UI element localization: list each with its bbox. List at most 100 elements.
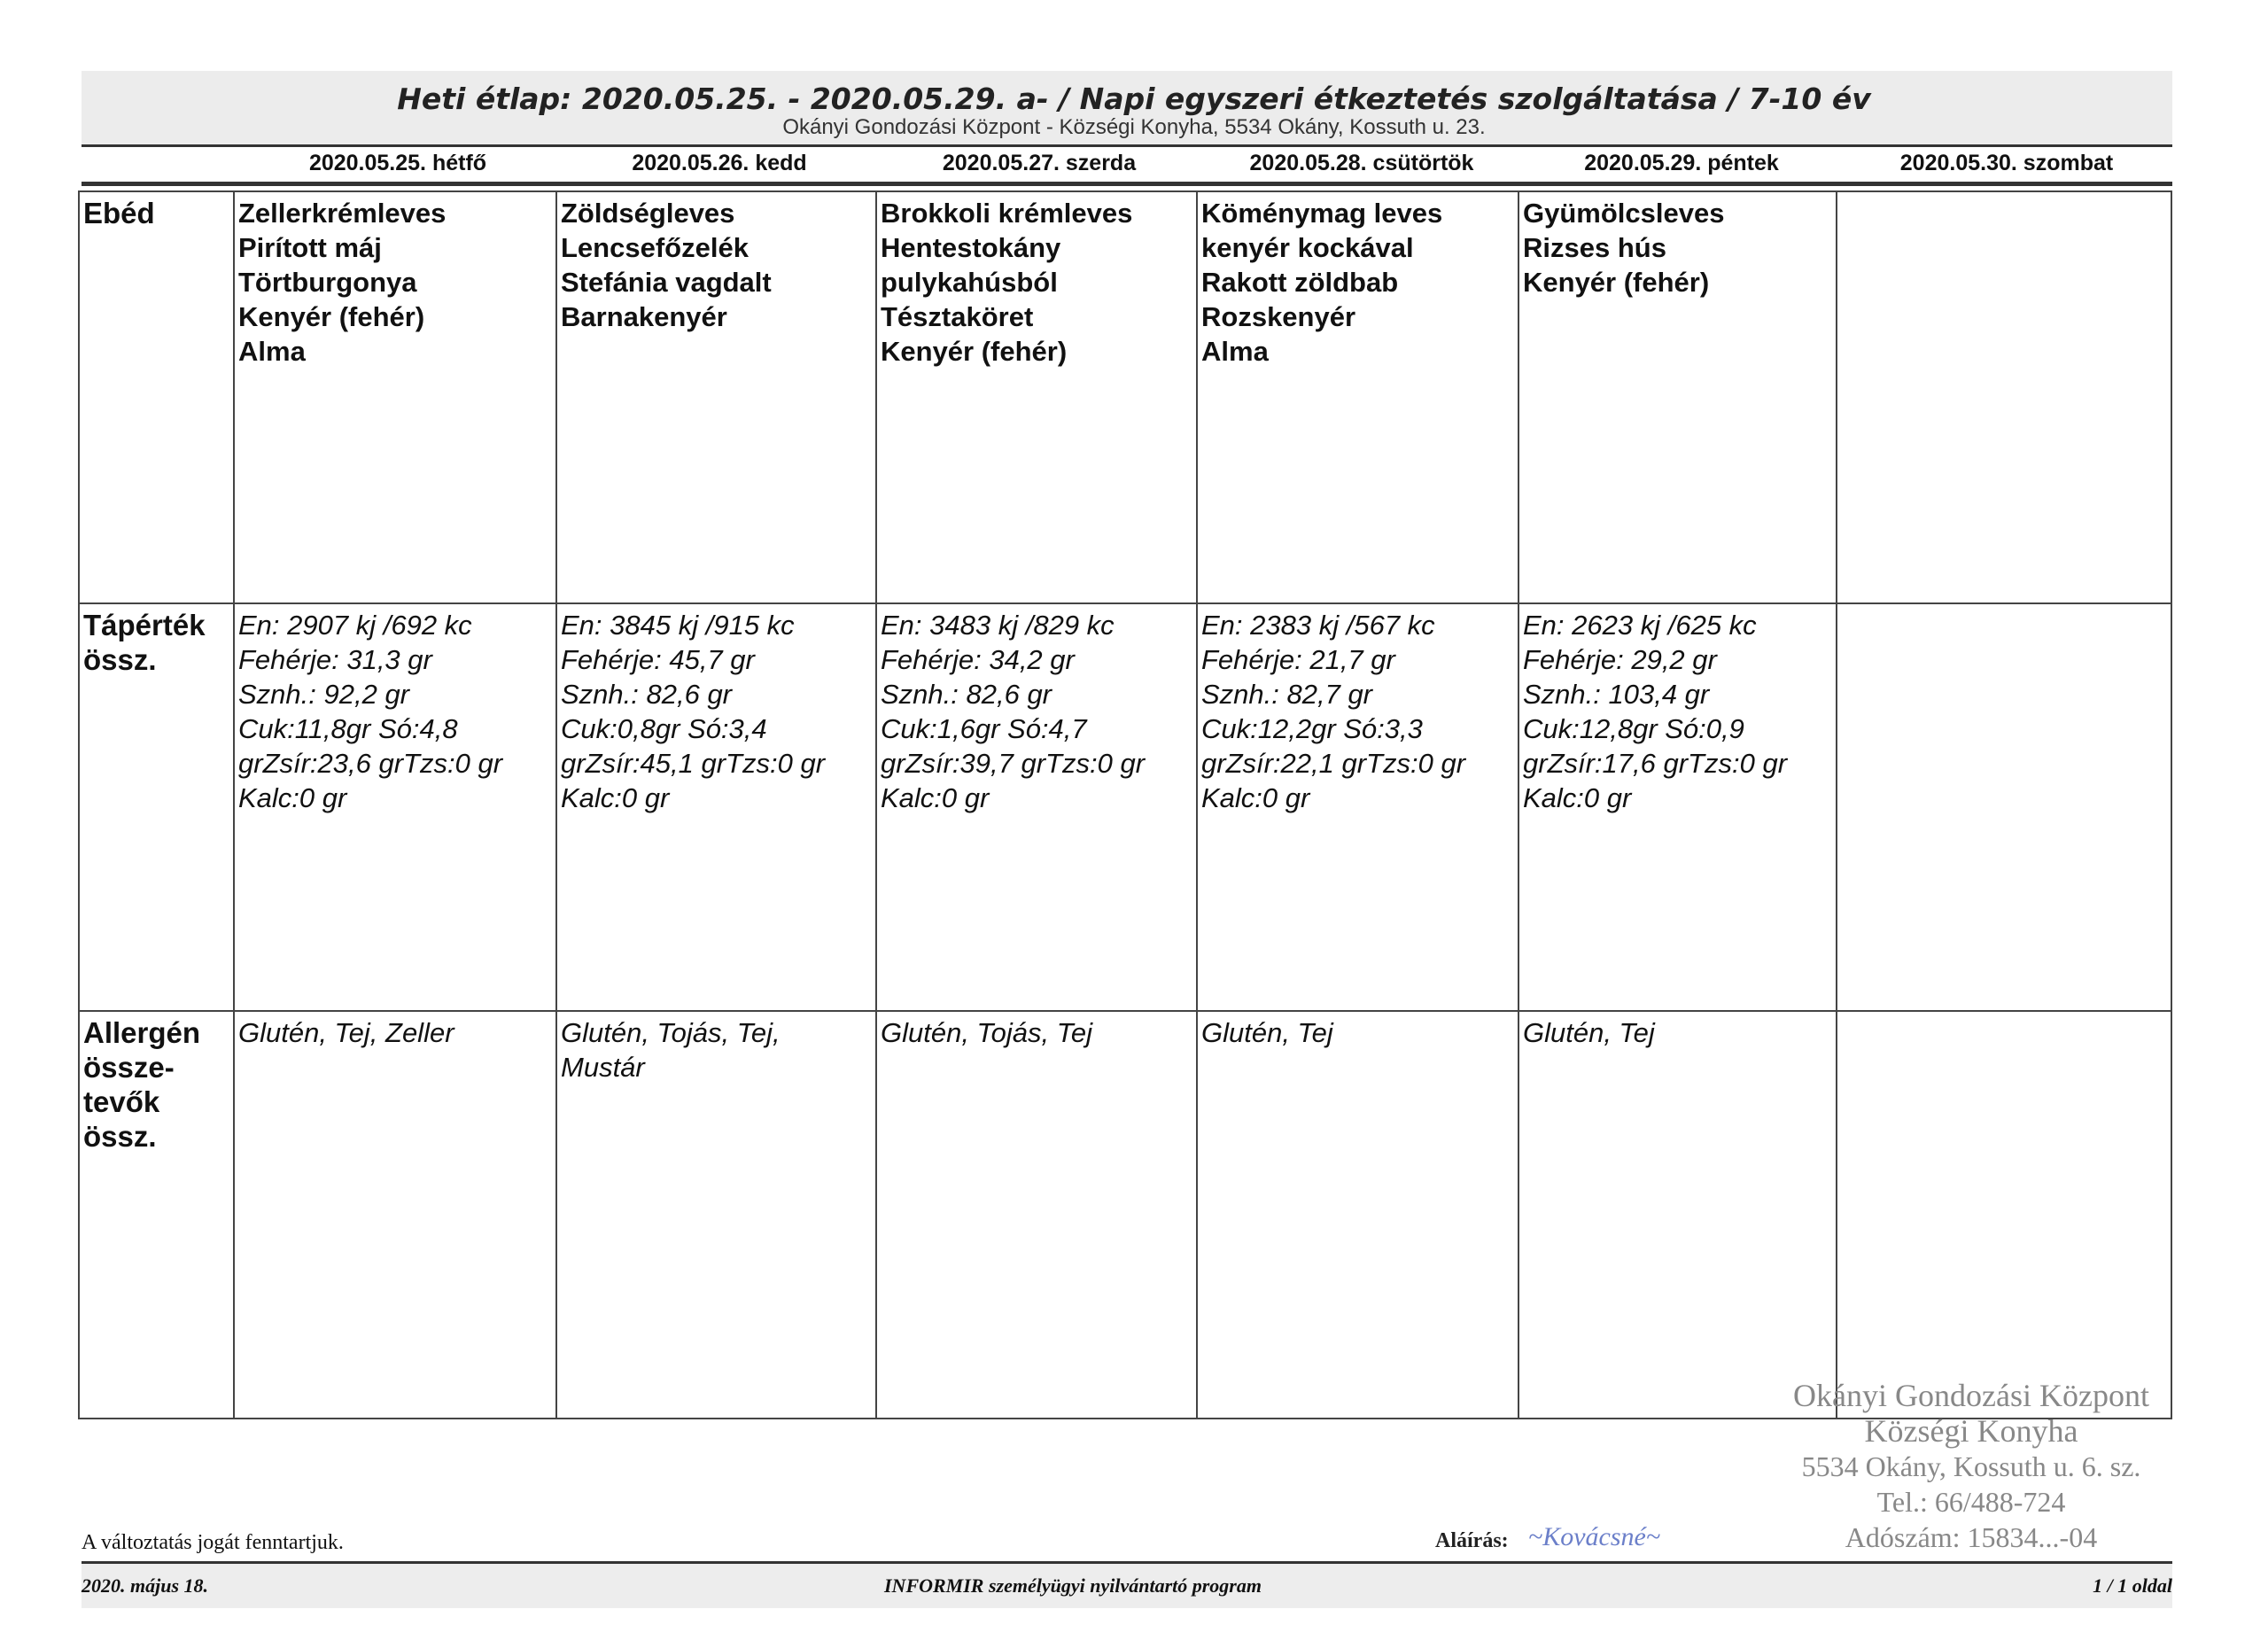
cell-line: Köménymag leves: [1201, 198, 1443, 229]
cell-line: Kalc:0 gr: [881, 782, 990, 813]
cell-line: grZsír:45,1 grTzs:0 gr: [561, 748, 826, 779]
cell-line: En: 3483 kj /829 kc: [881, 610, 1115, 641]
cell-line: kenyér kockával: [1201, 232, 1414, 263]
cell-line: Tésztaköret: [881, 301, 1034, 332]
footer-page: 1 / 1 oldal: [2093, 1574, 2172, 1597]
menu-table: Ebéd Zellerkrémleves Pirított máj Törtburgo…: [78, 190, 2172, 1419]
cell-line: Glutén, Tej, Zeller: [238, 1017, 454, 1048]
stamp-line: Tel.: 66/488-724: [1876, 1486, 2066, 1518]
cell-line: Alma: [238, 336, 306, 367]
day-header: 2020.05.28. csütörtök: [1249, 151, 1474, 175]
cell-line: Kenyér (fehér): [1523, 267, 1710, 298]
stamp-line: Községi Konyha: [1864, 1413, 2078, 1449]
nutrition-cell: En: 3483 kj /829 kc Fehérje: 34,2 gr Sznh.…: [875, 602, 1198, 1012]
nutrition-cell: En: 2383 kj /567 kc Fehérje: 21,7 gr Sznh.…: [1196, 602, 1519, 1012]
cell-line: Alma: [1201, 336, 1269, 367]
divider: [82, 182, 2172, 186]
lunch-label: Ebéd: [78, 190, 235, 604]
cell-line: Kalc:0 gr: [1523, 782, 1632, 813]
cell-line: En: 2623 kj /625 kc: [1523, 610, 1757, 641]
allergens-cell: Glutén, Tej: [1518, 1010, 1837, 1419]
allergens-cell: Glutén, Tej: [1196, 1010, 1519, 1419]
allergens-cell: Glutén, Tojás, Tej, Mustár: [555, 1010, 877, 1419]
cell-line: Törtburgonya: [238, 267, 417, 298]
footer-date: 2020. május 18.: [82, 1574, 209, 1597]
lunch-cell: Zöldségleves Lencsefőzelék Stefánia vagdal…: [555, 190, 877, 604]
cell-line: Barnakenyér: [561, 301, 727, 332]
cell-line: Pirított máj: [238, 232, 382, 263]
cell-line: Fehérje: 34,2 gr: [881, 644, 1075, 675]
cell-line: Sznh.: 82,6 gr: [561, 679, 733, 710]
lunch-cell: [1836, 190, 2172, 604]
stamp-line: Okányi Gondozási Központ: [1793, 1378, 2149, 1413]
cell-line: Sznh.: 103,4 gr: [1523, 679, 1710, 710]
cell-line: En: 2383 kj /567 kc: [1201, 610, 1435, 641]
cell-line: Kalc:0 gr: [238, 782, 347, 813]
nutrition-row: Tápérték össz. En: 2907 kj /692 kc Fehérje…: [78, 602, 2172, 1012]
cell-line: Cuk:11,8gr Só:4,8: [238, 713, 458, 744]
cell-line: Cuk:0,8gr Só:3,4: [561, 713, 767, 744]
cell-line: Sznh.: 82,7 gr: [1201, 679, 1373, 710]
cell-line: Kalc:0 gr: [1201, 782, 1310, 813]
cell-line: Glutén, Tej: [1523, 1017, 1655, 1048]
allergens-cell: [1836, 1010, 2172, 1419]
cell-line: Fehérje: 29,2 gr: [1523, 644, 1717, 675]
signature: ~Kovácsné~: [1528, 1522, 1661, 1551]
page-title: Heti étlap: 2020.05.25. - 2020.05.29. a-…: [397, 82, 1871, 116]
stamp-line: Adószám: 15834...-04: [1845, 1521, 2098, 1553]
cell-line: Glutén, Tojás, Tej,: [561, 1017, 781, 1048]
nutrition-cell: En: 3845 kj /915 kc Fehérje: 45,7 gr Sznh.…: [555, 602, 877, 1012]
stamp: Okányi Gondozási Központ Községi Konyha …: [1750, 1378, 2193, 1555]
allergen-row: Allergén össze-tevők össz. Glutén, Tej, Z…: [78, 1010, 2172, 1419]
cell-line: Fehérje: 21,7 gr: [1201, 644, 1395, 675]
divider: [82, 144, 2172, 147]
cell-line: Fehérje: 45,7 gr: [561, 644, 755, 675]
cell-line: Fehérje: 31,3 gr: [238, 644, 432, 675]
cell-line: grZsír:39,7 grTzs:0 gr: [881, 748, 1146, 779]
cell-line: Rakott zöldbab: [1201, 267, 1399, 298]
stamp-line: 5534 Okány, Kossuth u. 6. sz.: [1801, 1450, 2141, 1482]
cell-line: Glutén, Tej: [1201, 1017, 1333, 1048]
cell-line: Kenyér (fehér): [238, 301, 425, 332]
footer-program: INFORMIR személyügyi nyilvántartó progra…: [884, 1574, 1262, 1597]
cell-line: Brokkoli krémleves: [881, 198, 1133, 229]
cell-line: Kalc:0 gr: [561, 782, 670, 813]
cell-line: Sznh.: 82,6 gr: [881, 679, 1052, 710]
header-band: [82, 71, 2172, 146]
day-header: 2020.05.26. kedd: [632, 151, 807, 175]
change-note: A változtatás jogát fenntartjuk.: [82, 1531, 344, 1554]
cell-line: Lencsefőzelék: [561, 232, 749, 263]
lunch-cell: Zellerkrémleves Pirított máj Törtburgonya K…: [233, 190, 557, 604]
day-header: 2020.05.27. szerda: [942, 151, 1137, 175]
cell-line: Cuk:12,8gr Só:0,9: [1523, 713, 1744, 744]
cell-line: Hentestokány: [881, 232, 1061, 263]
cell-line: En: 2907 kj /692 kc: [238, 610, 472, 641]
lunch-cell: Brokkoli krémleves Hentestokány pulykahúsb…: [875, 190, 1198, 604]
cell-line: pulykahúsból: [881, 267, 1058, 298]
day-header: 2020.05.25. hétfő: [308, 151, 487, 175]
cell-line: Rizses hús: [1523, 232, 1666, 263]
cell-line: Sznh.: 92,2 gr: [238, 679, 410, 710]
lunch-cell: Gyümölcsleves Rizses hús Kenyér (fehér): [1518, 190, 1837, 604]
signature-label: Aláírás:: [1435, 1529, 1509, 1552]
footer: 2020. május 18. INFORMIR személyügyi nyi…: [82, 1561, 2172, 1608]
cell-line: Cuk:12,2gr Só:3,3: [1201, 713, 1423, 744]
allergens-label: Allergén össze-tevők össz.: [78, 1010, 235, 1419]
allergens-cell: Glutén, Tojás, Tej: [875, 1010, 1198, 1419]
lunch-cell: Köménymag leves kenyér kockával Rakott zöl…: [1196, 190, 1519, 604]
cell-line: Stefánia vagdalt: [561, 267, 772, 298]
cell-line: grZsír:23,6 grTzs:0 gr: [238, 748, 503, 779]
day-header: 2020.05.29. péntek: [1584, 151, 1779, 175]
page-subtitle: Okányi Gondozási Központ - Községi Konyh…: [782, 115, 1486, 139]
nutrition-cell: En: 2623 kj /625 kc Fehérje: 29,2 gr Sznh.…: [1518, 602, 1837, 1012]
day-header: 2020.05.30. szombat: [1899, 151, 2114, 175]
cell-line: grZsír:17,6 grTzs:0 gr: [1523, 748, 1788, 779]
nutrition-cell: [1836, 602, 2172, 1012]
cell-line: Glutén, Tojás, Tej: [881, 1017, 1092, 1048]
cell-line: En: 3845 kj /915 kc: [561, 610, 795, 641]
cell-line: Rozskenyér: [1201, 301, 1356, 332]
cell-line: Gyümölcsleves: [1523, 198, 1725, 229]
cell-line: Zöldségleves: [561, 198, 735, 229]
cell-line: grZsír:22,1 grTzs:0 gr: [1201, 748, 1466, 779]
